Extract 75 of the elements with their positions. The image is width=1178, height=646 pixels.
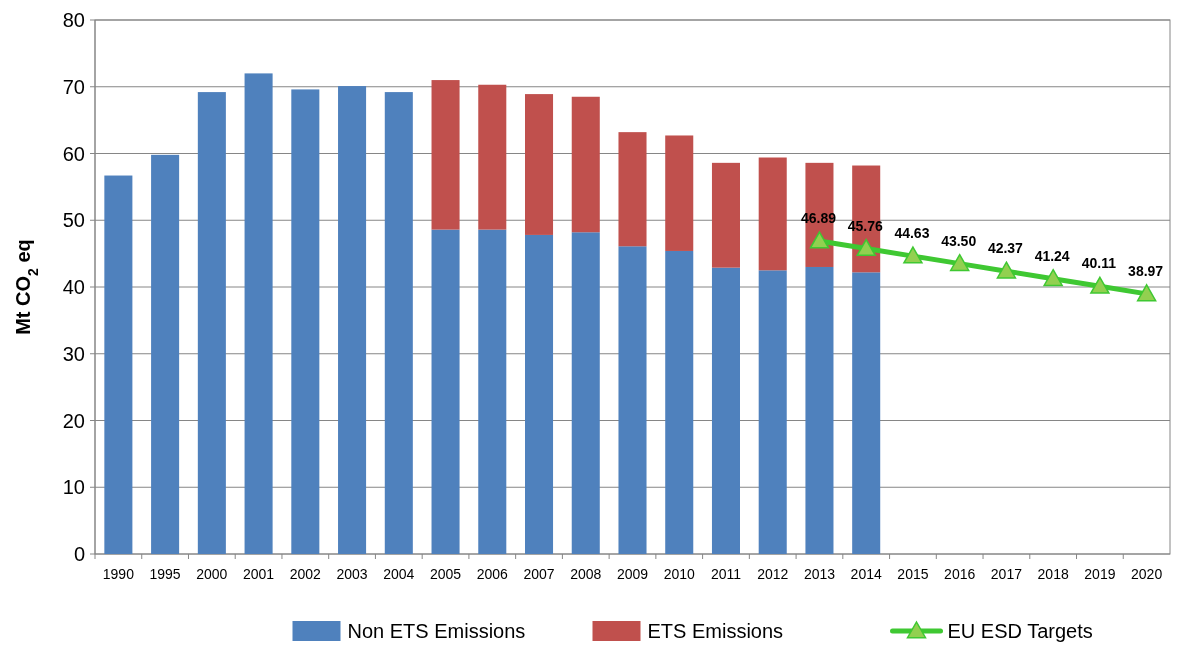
bar [151,154,180,554]
y-tick-label: 70 [62,75,85,98]
data-label: 46.89 [800,210,837,227]
bar [525,234,554,554]
x-tick-label: 2008 [570,566,602,582]
point [1090,276,1110,294]
bar [478,84,507,230]
bar [618,246,647,554]
bar [431,80,460,230]
x-tick-label: 2009 [616,566,649,582]
data-label: 42.37 [987,240,1024,257]
point [903,246,923,264]
point [1136,284,1157,302]
x-tick-label: 2004 [383,566,415,582]
y-tick-label: 30 [62,342,85,365]
y-tick-label: 40 [62,276,85,298]
bar [291,89,320,554]
x-tick-label: 2020 [1131,566,1163,582]
x-tick-label: 2002 [289,566,322,582]
x-tick-label: 2019 [1084,566,1116,582]
x-tick-label: 2005 [429,566,462,582]
bar [805,266,834,554]
data-label: 40.11 [1081,255,1117,272]
legend-label: Non ETS Emissions [347,620,526,642]
y-tick-label: 50 [62,209,85,232]
y-tick-label: 10 [62,476,85,499]
x-tick-label: 2017 [990,566,1023,582]
x-tick-label: 2010 [663,566,696,582]
bar [338,86,367,554]
point [996,261,1017,279]
bar [384,92,413,554]
point [949,253,970,272]
bar [618,132,647,247]
bar [478,229,507,554]
x-tick-label: 2013 [803,566,836,582]
bar [758,270,787,554]
bar [665,250,694,554]
bar [852,272,881,554]
x-tick-label: 2001 [243,566,275,582]
bar [244,73,273,554]
bar [665,135,694,251]
point [809,231,830,249]
x-tick-label: 2016 [944,566,976,582]
x-tick-label: 1990 [102,566,135,582]
bar [711,162,740,268]
x-tick-label: 2006 [476,566,509,582]
bar [104,175,133,554]
x-tick-label: 2014 [850,566,882,582]
bar [571,96,600,233]
x-tick-label: 2015 [897,566,929,582]
legend-label: ETS Emissions [647,620,784,642]
point [856,238,876,257]
x-tick-label: 2000 [196,566,228,582]
x-tick-label: 2003 [336,566,368,582]
x-tick-label: 2012 [757,566,789,582]
legend-label: EU ESD Targets [947,620,1093,642]
data-label: 43.50 [941,232,977,249]
x-tick-label: 2018 [1037,566,1069,582]
bar [758,157,787,271]
point [1043,268,1063,287]
y-tick-label: 0 [73,543,85,565]
bar [525,94,554,235]
data-label: 44.63 [894,225,930,242]
data-label: 41.24 [1034,247,1070,264]
x-tick-label: 1995 [149,566,181,582]
x-tick-label: 2011 [710,566,742,582]
y-tick-label: 20 [62,409,85,432]
bar [197,92,226,554]
y-tick-label: 80 [62,9,85,31]
bar [431,229,460,554]
y-tick-label: 60 [62,142,85,165]
data-label: 38.97 [1128,262,1164,279]
bar [711,267,740,554]
bar [571,232,600,554]
x-tick-label: 2007 [523,566,555,582]
